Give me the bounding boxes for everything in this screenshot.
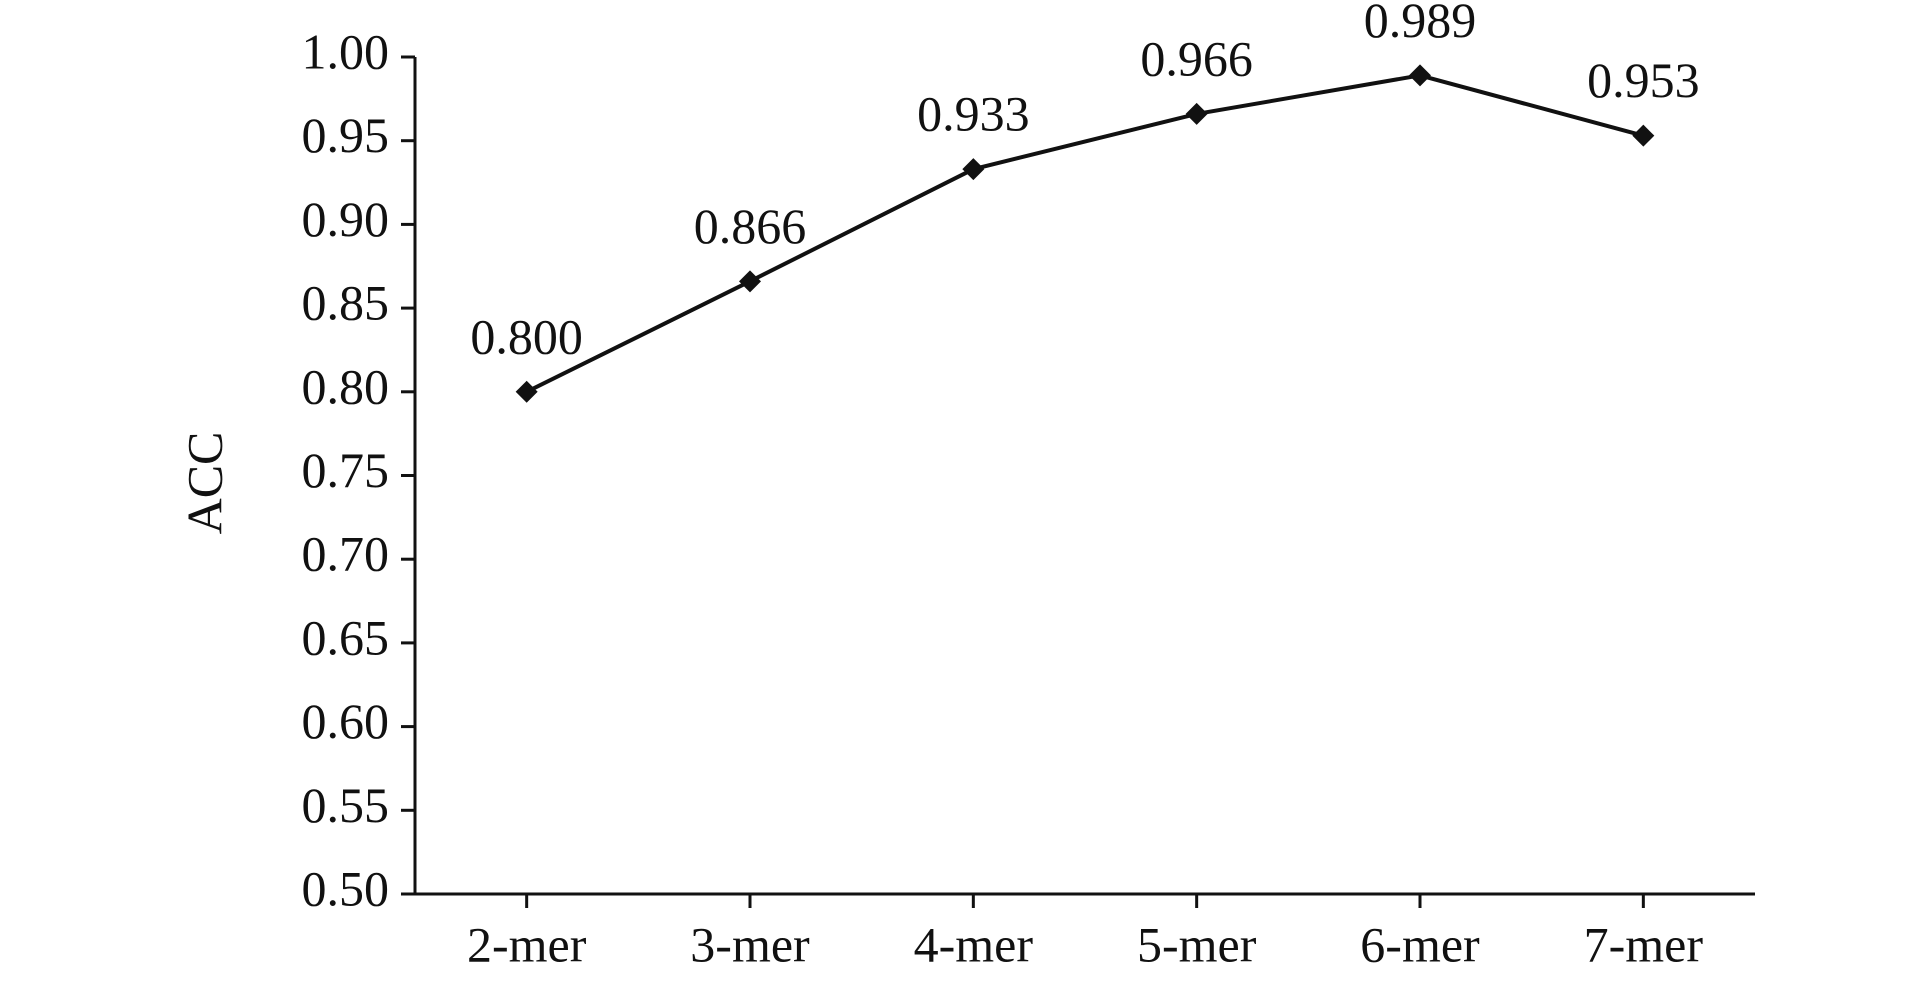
y-tick-label: 0.50 xyxy=(302,860,390,916)
marker xyxy=(1632,124,1655,147)
marker xyxy=(739,270,761,293)
value-label: 0.933 xyxy=(917,86,1030,142)
y-tick-label: 0.85 xyxy=(302,275,390,331)
x-tick-label: 6-mer xyxy=(1360,916,1480,972)
y-tick-label: 0.75 xyxy=(302,442,390,498)
value-label: 0.800 xyxy=(470,308,583,364)
y-tick-label: 0.80 xyxy=(302,358,390,414)
y-tick-label: 0.95 xyxy=(302,107,390,163)
value-label: 0.966 xyxy=(1140,30,1253,86)
x-tick-label: 7-mer xyxy=(1584,916,1704,972)
y-tick-label: 1.00 xyxy=(302,23,390,79)
y-tick-label: 0.70 xyxy=(302,526,390,582)
marker xyxy=(515,380,538,403)
value-label: 0.989 xyxy=(1364,0,1477,48)
x-tick-label: 2-mer xyxy=(467,916,587,972)
marker xyxy=(1409,64,1431,87)
y-tick-label: 0.90 xyxy=(302,191,390,247)
value-label: 0.953 xyxy=(1587,52,1700,108)
x-tick-label: 4-mer xyxy=(914,916,1034,972)
value-label: 0.866 xyxy=(694,198,807,254)
line xyxy=(525,73,1644,394)
x-tick-label: 5-mer xyxy=(1137,916,1257,972)
y-tick-label: 0.60 xyxy=(302,693,390,749)
marker xyxy=(962,158,985,181)
y-axis-label: ACC xyxy=(176,432,232,535)
x-tick-label: 3-mer xyxy=(690,916,810,972)
y-tick-label: 0.55 xyxy=(302,777,390,833)
y-tick-label: 0.65 xyxy=(302,609,390,665)
marker xyxy=(1185,102,1208,125)
